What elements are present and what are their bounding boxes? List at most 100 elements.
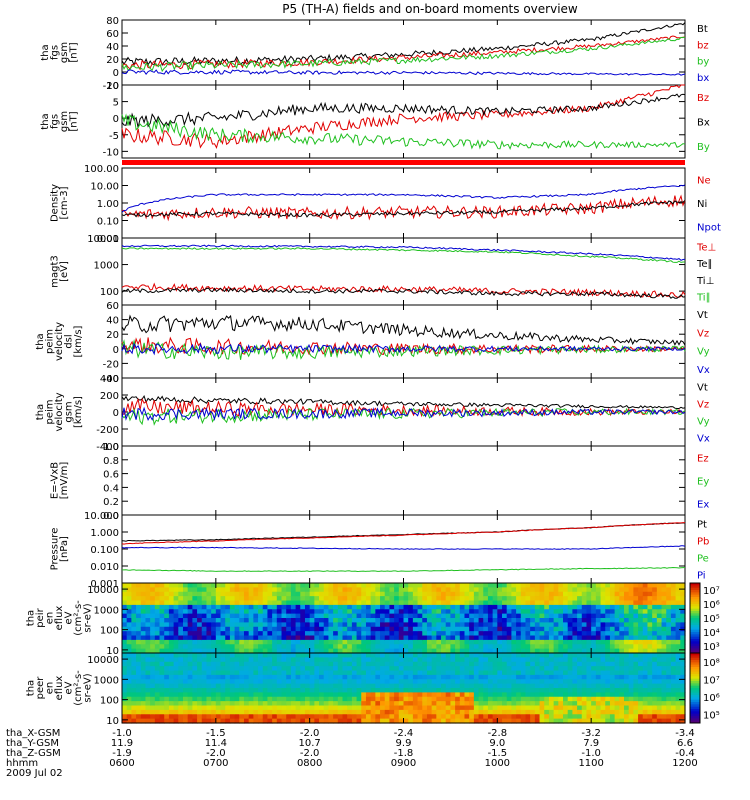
- spectrogram-cell: [140, 666, 147, 672]
- spectrogram-cell: [553, 718, 559, 724]
- spectrogram-cell: [220, 622, 226, 628]
- orbit-value: 6.6: [677, 738, 693, 749]
- spectrogram-cell: [431, 635, 437, 641]
- spectrogram-cell: [469, 653, 475, 658]
- spectrogram-cell: [591, 583, 597, 588]
- spectrogram-cell: [384, 661, 391, 667]
- spectrogram-cell: [262, 604, 269, 610]
- spectrogram-cell: [553, 626, 559, 632]
- spectrogram-cell: [586, 600, 592, 606]
- spectrogram-cell: [211, 583, 217, 588]
- spectrogram-cell: [304, 666, 311, 672]
- spectrogram-cell: [473, 648, 480, 654]
- spectrogram-cell: [351, 600, 358, 606]
- spectrogram-cell: [314, 591, 320, 597]
- spectrogram-cell: [525, 666, 531, 672]
- spectrogram-cell: [201, 705, 208, 711]
- spectrogram-cell: [497, 701, 503, 707]
- spectrogram-cell: [652, 648, 658, 654]
- spectrogram-cell: [140, 692, 147, 698]
- spectrogram-cell: [295, 609, 301, 615]
- spectrogram-cell: [178, 666, 184, 672]
- spectrogram-cell: [553, 653, 559, 658]
- spectrogram-cell: [197, 596, 203, 602]
- spectrogram-cell: [182, 644, 189, 650]
- spectrogram-cell: [469, 583, 475, 588]
- spectrogram-cell: [450, 609, 456, 615]
- y-axis-label: gsm: [64, 401, 75, 422]
- spectrogram-cell: [459, 657, 466, 663]
- spectrogram-cell: [365, 683, 372, 689]
- spectrogram-cell: [300, 600, 306, 606]
- spectrogram-cell: [380, 626, 386, 632]
- spectrogram-cell: [619, 709, 625, 715]
- spectrogram-cell: [426, 635, 433, 641]
- spectrogram-cell: [159, 609, 165, 615]
- colorbar-segment: [690, 688, 700, 691]
- spectrogram-cell: [417, 661, 423, 667]
- spectrogram-cell: [441, 705, 447, 711]
- spectrogram-cell: [192, 692, 198, 698]
- spectrogram-cell: [469, 618, 475, 623]
- spectrogram-cell: [544, 709, 550, 715]
- spectrogram-cell: [267, 661, 273, 667]
- spectrogram-cell: [525, 705, 531, 711]
- spectrogram-cell: [553, 596, 559, 602]
- spectrogram-cell: [445, 635, 452, 641]
- spectrogram-cell: [412, 622, 419, 628]
- spectrogram-cell: [253, 626, 259, 632]
- spectrogram-cell: [136, 631, 142, 637]
- spectrogram-cell: [375, 618, 381, 623]
- spectrogram-cell: [229, 657, 236, 663]
- spectrogram-cell: [445, 609, 452, 615]
- series-Pe: [122, 566, 686, 573]
- spectrogram-cell: [197, 670, 203, 676]
- spectrogram-cell: [262, 670, 269, 676]
- spectrogram-cell: [145, 635, 151, 641]
- spectrogram-cell: [337, 709, 344, 715]
- spectrogram-cell: [483, 631, 489, 637]
- spectrogram-cell: [572, 701, 578, 707]
- spectrogram-cell: [455, 683, 461, 689]
- spectrogram-cell: [398, 709, 405, 715]
- spectrogram-cell: [333, 622, 339, 628]
- spectrogram-cell: [403, 609, 409, 615]
- spectrogram-cell: [389, 661, 395, 667]
- spectrogram-cell: [666, 609, 672, 615]
- spectrogram-cell: [647, 670, 653, 676]
- spectrogram-cell: [145, 696, 151, 702]
- spectrogram-cell: [455, 639, 461, 645]
- spectrogram-cell: [229, 600, 236, 606]
- spectrogram-cell: [361, 604, 367, 610]
- spectrogram-cell: [455, 674, 461, 680]
- spectrogram-cell: [441, 596, 447, 602]
- spectrogram-cell: [638, 639, 644, 645]
- spectrogram-cell: [126, 631, 132, 637]
- spectrogram-cell: [380, 657, 386, 663]
- spectrogram-cell: [670, 657, 677, 663]
- spectrogram-cell: [548, 631, 555, 637]
- spectrogram-cell: [262, 661, 269, 667]
- spectrogram-cell: [122, 609, 128, 615]
- spectrogram-cell: [173, 618, 179, 623]
- spectrogram-cell: [516, 714, 522, 720]
- spectrogram-cell: [661, 644, 667, 650]
- spectrogram-cell: [286, 661, 292, 667]
- spectrogram-cell: [365, 626, 372, 632]
- spectrogram-cell: [581, 692, 588, 698]
- spectrogram-cell: [262, 644, 269, 650]
- spectrogram-cell: [164, 653, 170, 658]
- panels: -20020406080thafgsgsm[nT]Btbzbybx-10-505…: [26, 16, 721, 727]
- colorbar-segment: [690, 711, 700, 715]
- spectrogram-cell: [351, 714, 358, 720]
- spectrogram-cell: [408, 705, 414, 711]
- spectrogram-cell: [178, 626, 184, 632]
- spectrogram-cell: [595, 653, 602, 658]
- spectrogram-cell: [333, 618, 339, 623]
- spectrogram-cell: [351, 635, 358, 641]
- spectrogram-cell: [122, 596, 128, 602]
- spectrogram-cell: [229, 653, 236, 658]
- spectrogram-cell: [225, 613, 231, 619]
- spectrogram-cell: [642, 653, 649, 658]
- spectrogram-cell: [262, 587, 269, 593]
